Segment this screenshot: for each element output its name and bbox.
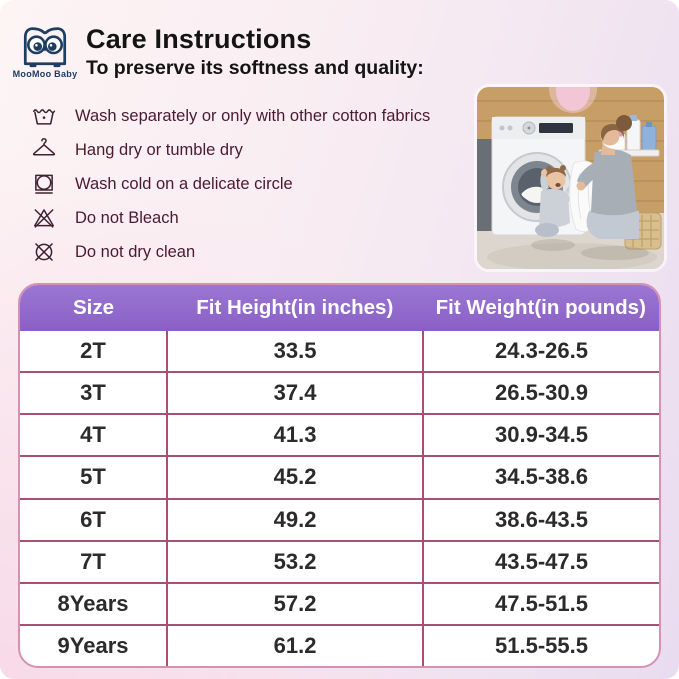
cell-weight: 38.6-43.5 <box>422 499 659 540</box>
column-header-size: Size <box>72 296 114 319</box>
column-header-height: Fit Height(in inches) <box>196 296 394 319</box>
laundry-photo <box>477 87 664 269</box>
cell-size: 6T <box>80 506 106 532</box>
table-row: 6T 49.2 38.6-43.5 <box>20 497 659 540</box>
cell-height: 33.5 <box>166 331 422 372</box>
care-item-no-dry-clean: Do not dry clean <box>28 235 430 269</box>
cell-size: 3T <box>80 380 106 406</box>
cell-weight: 51.5-55.5 <box>422 625 659 666</box>
child-figure <box>531 165 584 251</box>
laundry-photo-illustration <box>477 87 664 269</box>
page-title: Care Instructions <box>86 24 312 54</box>
care-item-wash-cold: Wash cold on a delicate circle <box>28 167 430 201</box>
table-row: 2T 33.5 24.3-26.5 <box>20 331 659 372</box>
cell-height: 61.2 <box>166 625 422 666</box>
cell-weight: 24.3-26.5 <box>422 331 659 372</box>
cell-size: 2T <box>80 338 106 364</box>
care-text: Do not dry clean <box>75 242 196 261</box>
table-row: 7T 53.2 43.5-47.5 <box>20 539 659 582</box>
page-subtitle: To preserve its softness and quality: <box>86 57 424 79</box>
cell-weight: 34.5-38.6 <box>422 457 659 498</box>
washtub-icon <box>28 102 60 130</box>
care-text: Wash cold on a delicate circle <box>75 174 293 193</box>
cell-height: 53.2 <box>166 541 422 582</box>
table-row: 8Years 57.2 47.5-51.5 <box>20 581 659 624</box>
care-text: Wash separately or only with other cotto… <box>75 106 431 125</box>
care-item-wash-separately: Wash separately or only with other cotto… <box>28 99 430 133</box>
mother-figure <box>576 115 649 260</box>
cell-height: 57.2 <box>166 583 422 624</box>
care-item-hang-dry: Hang dry or tumble dry <box>28 133 430 167</box>
table-row: 9Years 61.2 51.5-55.5 <box>20 623 659 666</box>
care-item-no-bleach: Do not Bleach <box>28 201 430 235</box>
brand-name: MooMoo Baby <box>12 69 78 79</box>
delicate-wash-icon <box>28 170 60 198</box>
size-chart-table: Size Fit Height(in inches) Fit Weight(in… <box>18 283 661 668</box>
care-text: Do not Bleach <box>75 208 179 227</box>
cell-weight: 30.9-34.5 <box>422 415 659 456</box>
table-row: 3T 37.4 26.5-30.9 <box>20 371 659 414</box>
no-bleach-icon <box>28 204 60 232</box>
cell-height: 41.3 <box>166 415 422 456</box>
no-dry-clean-icon <box>28 238 60 266</box>
cell-size: 5T <box>80 464 106 490</box>
cell-weight: 26.5-30.9 <box>422 373 659 414</box>
cell-size: 9Years <box>57 632 129 658</box>
cell-height: 37.4 <box>166 373 422 414</box>
size-chart-body: 2T 33.5 24.3-26.5 3T 37.4 26.5-30.9 4T 4… <box>20 331 659 666</box>
hanger-icon <box>28 136 60 164</box>
size-chart-header-row: Size Fit Height(in inches) Fit Weight(in… <box>20 285 659 331</box>
care-instruction-list: Wash separately or only with other cotto… <box>28 99 430 269</box>
cell-weight: 47.5-51.5 <box>422 583 659 624</box>
cell-height: 49.2 <box>166 499 422 540</box>
table-row: 4T 41.3 30.9-34.5 <box>20 413 659 456</box>
cell-height: 45.2 <box>166 457 422 498</box>
cell-size: 4T <box>80 422 106 448</box>
cell-weight: 43.5-47.5 <box>422 541 659 582</box>
cell-size: 7T <box>80 548 106 574</box>
cell-size: 8Years <box>57 590 129 616</box>
owl-logo-icon <box>23 27 67 68</box>
care-text: Hang dry or tumble dry <box>75 140 243 159</box>
table-row: 5T 45.2 34.5-38.6 <box>20 455 659 498</box>
column-header-weight: Fit Weight(in pounds) <box>435 296 646 319</box>
brand-logo: MooMoo Baby <box>8 20 82 79</box>
